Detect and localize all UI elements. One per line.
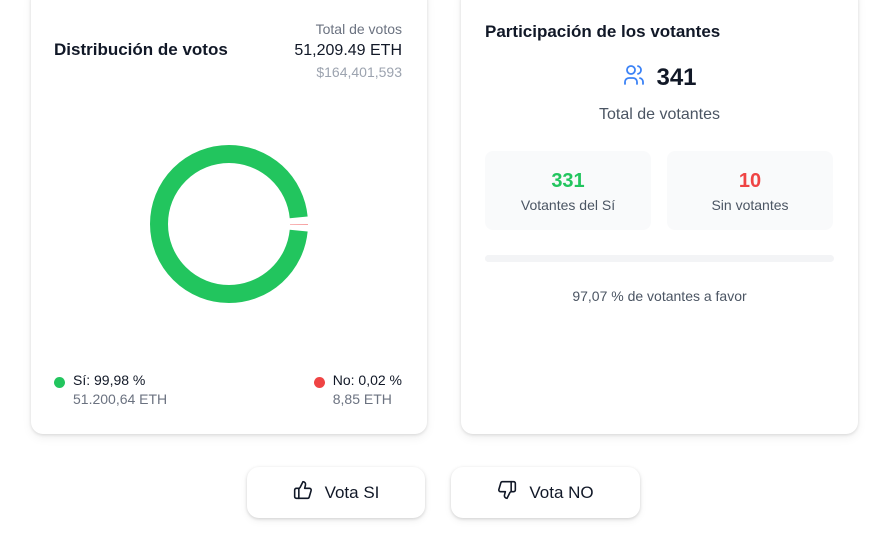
no-voters-box: 10 Sin votantes <box>667 151 833 230</box>
favor-progress-fill <box>485 255 824 262</box>
participation-title: Participación de los votantes <box>485 22 721 41</box>
legend-no: No: 0,02 % 8,85 ETH <box>313 371 402 409</box>
total-voters-label: Total de votantes <box>599 106 720 123</box>
favor-progress-caption: 97,07 % de votantes a favor <box>572 288 747 304</box>
legend-no-eth: 8,85 ETH <box>332 391 392 407</box>
vote-no-label: Vota NO <box>529 482 594 502</box>
thumbs-up-icon <box>293 480 325 505</box>
yes-voters-count: 331 <box>551 170 585 192</box>
favor-progress-bar <box>485 255 834 262</box>
total-voters-count: 341 <box>656 63 697 91</box>
yes-color-dot <box>54 377 65 388</box>
yes-voters-label: Votantes del Sí <box>520 197 616 213</box>
no-voters-count: 10 <box>738 170 762 192</box>
distribution-title: Distribución de votos <box>54 40 228 59</box>
total-voters-row: 341 <box>461 63 858 92</box>
vote-yes-button[interactable]: Vota SI <box>247 467 425 518</box>
total-votes-label: Total de votos <box>315 21 402 37</box>
vote-yes-label: Vota SI <box>324 482 380 502</box>
thumbs-down-icon <box>497 480 529 505</box>
total-votes-usd: $164,401,593 <box>316 64 402 80</box>
total-votes-eth: 51,209.49 ETH <box>294 42 402 59</box>
total-votes-block: Total de votos 51,209.49 ETH $164,401,59… <box>294 20 402 82</box>
vote-distribution-card: Distribución de votos Total de votos 51,… <box>31 0 427 434</box>
no-color-dot <box>313 377 325 388</box>
legend-yes-percent: Sí: 99,98 % <box>73 372 146 388</box>
legend-yes-eth: 51.200,64 ETH <box>73 391 168 407</box>
legend-yes: Sí: 99,98 % 51.200,64 ETH <box>54 371 167 409</box>
users-icon <box>622 63 646 92</box>
yes-voters-box: 331 Votantes del Sí <box>485 151 651 230</box>
donut-yes-segment <box>150 145 308 303</box>
vote-donut-chart <box>150 145 308 303</box>
legend-no-percent: No: 0,02 % <box>332 372 402 388</box>
no-voters-label: Sin votantes <box>711 197 789 213</box>
vote-no-button[interactable]: Vota NO <box>451 467 640 518</box>
voter-participation-card: Participación de los votantes 341 Total … <box>461 0 858 434</box>
